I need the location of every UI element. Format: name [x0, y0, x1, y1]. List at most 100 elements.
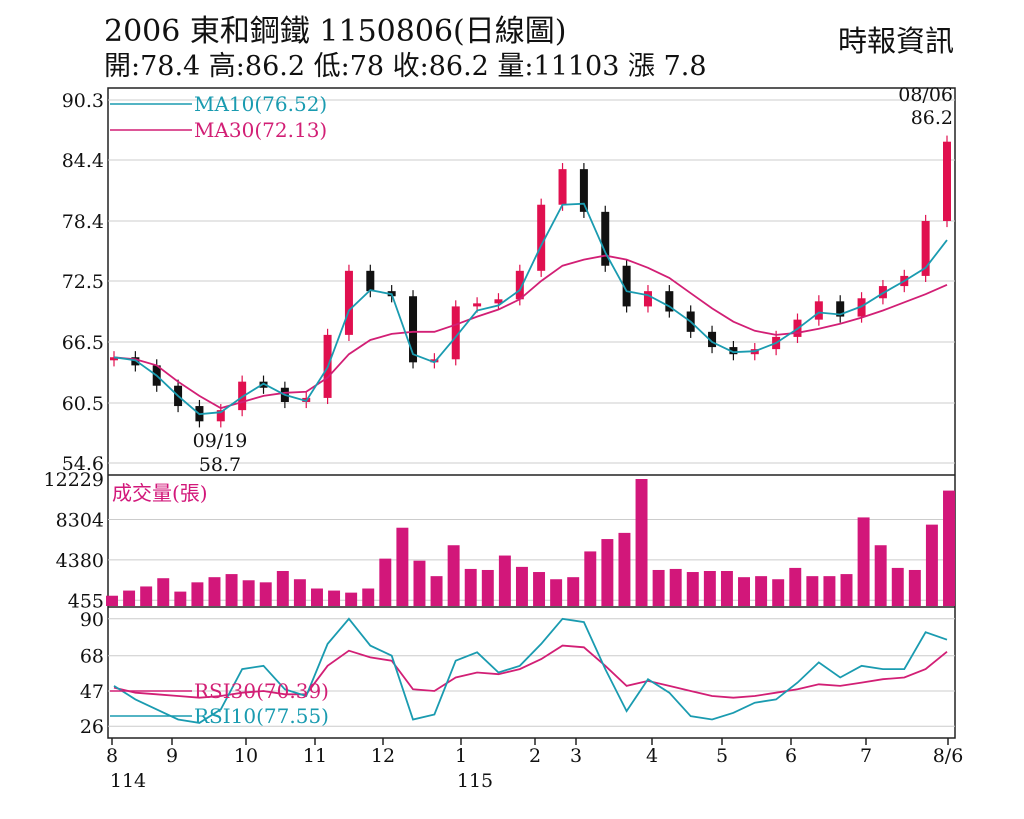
candle-body [110, 357, 118, 361]
x-tick-label: 9 [166, 745, 178, 767]
ma30-line [113, 254, 948, 410]
volume-bar [703, 570, 716, 606]
volume-bar [106, 595, 118, 606]
candle-body [409, 296, 418, 363]
volume-bar [840, 574, 853, 606]
ohlc-summary: 開:78.4 高:86.2 低:78 收:86.2 量:11103 漲 7.8 [104, 51, 707, 82]
volume-bar [208, 577, 221, 606]
volume-bar [686, 572, 699, 606]
candle-body [344, 270, 353, 335]
volume-bar [498, 555, 511, 606]
volume-bar [123, 590, 136, 606]
volume-bar [755, 576, 768, 606]
candle-body [708, 331, 717, 348]
candle-body [601, 211, 610, 266]
volume-bar [618, 532, 631, 606]
volume-bar [857, 517, 870, 606]
volume-bar [276, 570, 289, 606]
volume-bar [345, 592, 358, 606]
x-tick-label: 2 [529, 745, 541, 767]
candle-body [558, 169, 567, 205]
x-tick-label: 8/6 [933, 745, 964, 767]
volume-bar [515, 566, 528, 606]
candle-body [515, 270, 524, 300]
candle-body [836, 301, 845, 317]
volume-bar [601, 539, 614, 606]
rsi30-line [113, 644, 948, 699]
price-tick-label: 60.5 [62, 393, 104, 415]
volume-bar [464, 568, 477, 606]
candle-body [430, 359, 439, 363]
rsi-tick-label: 26 [80, 716, 104, 738]
volume-bar [225, 574, 238, 606]
ma30-legend-label: MA30(72.13) [194, 118, 327, 142]
candle-body [579, 169, 588, 212]
x-tick-label: 10 [234, 745, 258, 767]
candle-body [729, 347, 738, 355]
volume-bar [891, 567, 904, 606]
price-tick-label: 84.4 [62, 150, 104, 172]
volume-bar [413, 560, 426, 606]
volume-tick-label: 455 [68, 590, 104, 612]
candle-body [643, 291, 652, 307]
volume-tick-label: 8304 [56, 509, 104, 531]
volume-bar [447, 545, 460, 606]
last-date-label: 08/06 [898, 84, 953, 106]
candle-body [857, 298, 866, 317]
candle-body [943, 141, 951, 221]
candle-body [494, 299, 503, 304]
volume-bar [635, 479, 648, 606]
x-tick-label: 6 [785, 745, 797, 767]
volume-bar [533, 572, 546, 606]
x-tick-label: 1 [455, 745, 467, 767]
volume-bar [311, 588, 323, 606]
volume-bar [259, 582, 272, 606]
volume-bar [293, 579, 306, 606]
volume-bar [584, 551, 597, 606]
x-tick-label: 3 [570, 745, 582, 767]
volume-bar [430, 576, 443, 606]
x-tick-label: 5 [716, 745, 728, 767]
volume-bar [140, 586, 153, 606]
volume-bar [738, 577, 750, 606]
volume-bar [943, 490, 955, 606]
volume-bar [157, 578, 170, 606]
volume-bar [806, 576, 819, 606]
candle-body [921, 221, 930, 276]
candle-body [814, 301, 823, 320]
volume-bar [328, 590, 341, 606]
price-tick-label: 72.5 [62, 271, 104, 293]
x-tick-label: 7 [860, 745, 872, 767]
last-price-label: 86.2 [911, 107, 953, 129]
x-tick-label: 4 [646, 745, 658, 767]
volume-bar [362, 588, 375, 606]
source-label: 時報資訊 [837, 24, 954, 58]
volume-bar [550, 579, 563, 606]
rsi10-legend-label: RSI10(77.55) [194, 704, 329, 728]
candle-body [366, 270, 375, 292]
volume-bar [669, 568, 682, 606]
rsi-tick-label: 47 [80, 681, 104, 703]
ma10-legend-label: MA10(76.52) [194, 92, 327, 116]
year-label: 114 [110, 770, 146, 792]
rsi30-legend-label: RSI30(70.39) [194, 679, 329, 703]
rsi-tick-label: 90 [80, 609, 104, 631]
candle-body [216, 410, 225, 422]
price-tick-label: 90.3 [62, 90, 104, 112]
volume-bar [789, 567, 802, 606]
low-date-label: 09/19 [193, 430, 248, 452]
volume-bar [191, 582, 204, 606]
volume-bar [772, 579, 785, 606]
volume-bar [242, 580, 255, 606]
candle-body [622, 265, 631, 307]
price-tick-label: 78.4 [62, 211, 104, 233]
volume-bar [720, 570, 733, 606]
chart-title: 2006 東和鋼鐵 1150806(日線圖) [104, 14, 567, 49]
volume-bar [379, 558, 392, 606]
volume-bar [481, 569, 494, 606]
x-tick-label: 12 [371, 745, 395, 767]
ma10-line [113, 202, 948, 416]
volume-bar [823, 576, 836, 606]
year-label: 115 [457, 770, 493, 792]
candle-body [665, 291, 674, 312]
